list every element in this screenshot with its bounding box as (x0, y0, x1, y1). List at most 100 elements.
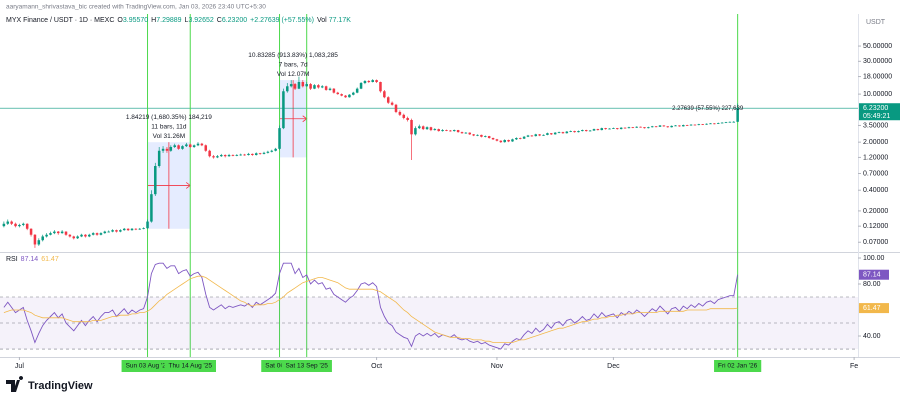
candle-body (196, 143, 200, 146)
candle-body (56, 231, 60, 234)
candle-body (64, 231, 68, 235)
annotation: 2.27639 (57.55%) 227,639 (672, 106, 744, 112)
volume-key: Vol (317, 17, 327, 24)
date-marker-box (164, 360, 217, 372)
candle-body (223, 155, 227, 157)
y-tick-label: 0.07000 (863, 239, 888, 246)
date-marker-box (714, 360, 762, 372)
candle-body (282, 91, 285, 129)
candle-body (666, 126, 670, 128)
candle-body (728, 121, 732, 123)
candle-body (612, 128, 615, 129)
candle-body (371, 80, 374, 83)
brand-name: TradingView (28, 380, 93, 392)
y-tick-label: 80.00 (863, 281, 881, 288)
candle-body (266, 151, 270, 153)
measure-label: Vol 12.07M (277, 71, 310, 78)
candle-body (157, 150, 161, 167)
candle-body (670, 125, 673, 128)
candle-body (88, 234, 91, 237)
y-tick-label: 100.00 (863, 255, 885, 262)
candle-body (301, 82, 305, 87)
candle-body (713, 123, 716, 125)
candle-body (122, 228, 126, 231)
candle-body (72, 236, 76, 239)
readout-value: 3.95570 (123, 17, 148, 24)
candle-body (697, 124, 701, 126)
candle-body (262, 152, 266, 154)
candle-body (37, 240, 41, 245)
candle-body (608, 128, 611, 130)
candle-body (313, 85, 316, 89)
candle-body (557, 132, 561, 133)
candle-body (619, 127, 623, 130)
candle-body (678, 125, 681, 127)
y-tick-label: 18.00000 (863, 73, 892, 80)
candle-body (569, 131, 572, 132)
readout-value: 3.92652 (188, 17, 213, 24)
y-tick-label: 3.50000 (863, 122, 888, 129)
candle-body (309, 84, 312, 89)
candle-body (484, 136, 487, 137)
candle-body (511, 139, 514, 142)
candle-body (573, 131, 576, 133)
candle-body (289, 84, 293, 87)
candle-body (418, 126, 421, 129)
candle-body (258, 153, 262, 155)
candle-body (658, 125, 662, 127)
date-marker-label: Sun 03 Aug '25 (126, 363, 170, 370)
candle-body (332, 88, 336, 93)
candle-body (631, 127, 635, 129)
y-tick-label: 40.00 (863, 333, 881, 340)
candle-body (181, 146, 184, 149)
candle-body (363, 81, 367, 84)
candle-body (491, 137, 495, 140)
symbol-line: MYX Finance / USDT · 1D · MEXC O3.95570 H7… (6, 17, 351, 24)
candle-body (530, 135, 534, 137)
rsi-name: RSI (6, 256, 18, 263)
credit: aaryamann_shrivastava_bic created with T… (6, 4, 266, 11)
candle-body (80, 234, 83, 237)
candle-body (324, 86, 328, 90)
x-tick-label: Oct (371, 363, 382, 370)
candle-body (216, 156, 219, 158)
candle-body (115, 230, 118, 232)
date-marker-label: Fri 02 Jan '26 (718, 363, 758, 370)
candle-body (588, 130, 592, 132)
candle-body (616, 128, 619, 130)
candle-body (476, 134, 479, 136)
candle-body (604, 128, 607, 130)
candle-body (592, 129, 596, 131)
candle-body (2, 223, 6, 227)
rsi-value-label: 61.47 (863, 305, 881, 312)
candle-body (724, 122, 728, 124)
candle-body (736, 108, 739, 122)
candle-body (421, 126, 425, 130)
measure-label: 1.84219 (1,680.35%) 184,219 (126, 114, 212, 121)
candle-body (251, 153, 254, 156)
candle-body (243, 154, 246, 156)
candle-body (22, 223, 25, 225)
y-tick-label: 2.00000 (863, 139, 888, 146)
measure-label: 10.83285 (913.83%) 1,083,285 (248, 52, 338, 59)
candle-body (53, 231, 56, 234)
candle-body (581, 130, 584, 132)
candle-body (95, 233, 99, 235)
candle-body (297, 82, 301, 89)
y-tick-label: 0.20000 (863, 208, 888, 215)
candle-body (701, 124, 704, 126)
candle-body (383, 91, 386, 98)
candle-body (84, 234, 87, 237)
candle-body (18, 224, 21, 227)
rsi-title: RSI 87.14 61.47 (6, 256, 59, 263)
candle-body (119, 230, 122, 232)
candle-body (320, 86, 324, 88)
last-price-box (859, 103, 900, 121)
candle-body (200, 143, 204, 146)
candle-body (344, 95, 347, 98)
candle-body (499, 140, 503, 143)
candle-body (553, 132, 557, 135)
candle-body (68, 234, 72, 237)
